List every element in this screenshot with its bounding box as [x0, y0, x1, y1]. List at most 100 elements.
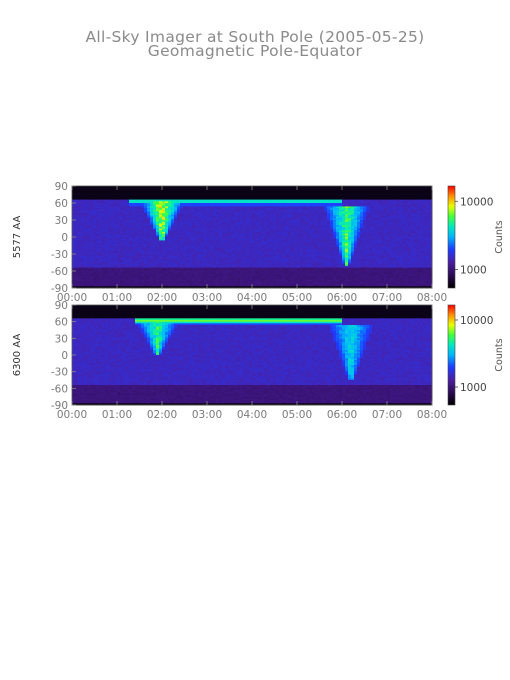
heatmap-cell — [258, 247, 262, 250]
heatmap-cell — [222, 192, 226, 195]
heatmap-cell — [138, 230, 142, 233]
heatmap-cell — [249, 191, 253, 194]
heatmap-cell — [342, 211, 346, 214]
heatmap-cell — [387, 201, 391, 204]
heatmap-cell — [339, 254, 343, 257]
heatmap-cell — [144, 216, 148, 219]
heatmap-cell — [294, 189, 298, 192]
heatmap-cell — [360, 218, 364, 221]
heatmap-cell — [426, 214, 430, 217]
heatmap-cell — [318, 211, 322, 214]
heatmap-cell — [318, 245, 322, 248]
heatmap-cell — [105, 237, 109, 240]
heatmap-cell — [150, 192, 154, 195]
heatmap-cell — [417, 206, 421, 209]
heatmap-cell — [204, 199, 208, 202]
heatmap-cell — [180, 216, 184, 219]
heatmap-cell — [81, 228, 85, 231]
heatmap-cell — [150, 213, 154, 216]
heatmap-cell — [180, 254, 184, 257]
heatmap-cell — [240, 199, 244, 202]
heatmap-cell — [222, 209, 226, 212]
heatmap-cell — [228, 233, 232, 236]
heatmap-cell — [240, 209, 244, 212]
heatmap-cell — [96, 186, 100, 189]
heatmap-cell — [279, 223, 283, 226]
heatmap-cell — [297, 196, 301, 199]
heatmap-cell — [108, 214, 112, 217]
heatmap-cell — [96, 203, 100, 206]
heatmap-cell — [192, 196, 196, 199]
heatmap-cell — [120, 213, 124, 216]
heatmap-cell — [369, 238, 373, 241]
heatmap-cell — [150, 196, 154, 199]
heatmap-cell — [378, 225, 382, 228]
heatmap-cell — [273, 206, 277, 209]
heatmap-cell — [84, 201, 88, 204]
heatmap-cell — [252, 233, 256, 236]
heatmap-cell — [87, 233, 91, 236]
heatmap-cell — [351, 194, 355, 197]
heatmap-cell — [387, 230, 391, 233]
heatmap-cell — [168, 233, 172, 236]
heatmap-cell — [144, 201, 148, 204]
heatmap-cell — [429, 230, 433, 233]
heatmap-cell — [372, 211, 376, 214]
heatmap-cell — [288, 248, 292, 251]
heatmap-cell — [258, 225, 262, 228]
heatmap-cell — [243, 243, 247, 246]
heatmap-cell — [351, 220, 355, 223]
heatmap-cell — [354, 192, 358, 195]
heatmap-cell — [369, 209, 373, 212]
heatmap-cell — [372, 233, 376, 236]
heatmap-cell — [375, 223, 379, 226]
heatmap-cell — [255, 216, 259, 219]
heatmap-cell — [168, 211, 172, 214]
heatmap-cell — [156, 216, 160, 219]
heatmap-cell — [375, 240, 379, 243]
heatmap-cell — [231, 250, 235, 253]
heatmap-cell — [429, 191, 433, 194]
heatmap-cell — [117, 189, 121, 192]
heatmap-cell — [156, 189, 160, 192]
heatmap-cell — [183, 230, 187, 233]
heatmap-cell — [396, 220, 400, 223]
heatmap-cell — [168, 248, 172, 251]
heatmap-cell — [288, 235, 292, 238]
heatmap-cell — [333, 189, 337, 192]
heatmap-cell — [156, 204, 160, 207]
heatmap-cell — [324, 230, 328, 233]
heatmap-cell — [354, 206, 358, 209]
heatmap-cell — [210, 252, 214, 255]
heatmap-cell — [363, 216, 367, 219]
heatmap-cell — [234, 213, 238, 216]
heatmap-cell — [327, 203, 331, 206]
heatmap-cell — [384, 192, 388, 195]
heatmap-cell — [261, 228, 265, 231]
heatmap-cell — [180, 199, 184, 202]
heatmap-cell — [132, 243, 136, 246]
heatmap-cell — [381, 196, 385, 199]
heatmap-cell — [357, 194, 361, 197]
heatmap-cell — [81, 226, 85, 229]
heatmap-cell — [291, 199, 295, 202]
heatmap-cell — [273, 250, 277, 253]
heatmap-cell — [147, 221, 151, 224]
heatmap-cell — [117, 252, 121, 255]
heatmap-cell — [321, 191, 325, 194]
heatmap-cell — [270, 230, 274, 233]
heatmap-cell — [267, 250, 271, 253]
heatmap-cell — [423, 204, 427, 207]
heatmap-cell — [174, 228, 178, 231]
heatmap-cell — [369, 252, 373, 255]
heatmap-cell — [123, 214, 127, 217]
heatmap-cell — [255, 203, 259, 206]
heatmap-cell — [213, 243, 217, 246]
heatmap-cell — [198, 211, 202, 214]
heatmap-cell — [138, 243, 142, 246]
heatmap-cell — [216, 245, 220, 248]
heatmap-cell — [327, 237, 331, 240]
heatmap-cell — [198, 250, 202, 253]
heatmap-cell — [369, 199, 373, 202]
heatmap-cell — [396, 192, 400, 195]
